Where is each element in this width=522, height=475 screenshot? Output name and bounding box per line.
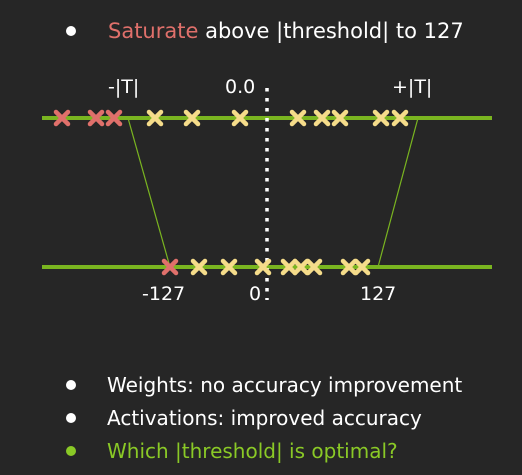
title-row: Saturate above |threshold| to 127 <box>0 16 522 46</box>
bullet-dot <box>66 446 76 456</box>
label-zero-bottom: 0 <box>249 283 262 305</box>
page-title: Saturate above |threshold| to 127 <box>108 16 464 46</box>
title-rest: above |threshold| to 127 <box>198 19 464 43</box>
label-neg-threshold: -|T| <box>108 76 140 98</box>
yellow-x-icon <box>254 258 272 276</box>
yellow-x-icon <box>146 109 164 127</box>
yellow-x-icon <box>220 258 238 276</box>
yellow-x-icon <box>292 258 310 276</box>
bullet-dot <box>66 413 76 423</box>
right-mapping-line <box>377 117 419 268</box>
yellow-x-icon <box>372 109 390 127</box>
red-x-icon <box>105 109 123 127</box>
label-pos-127: 127 <box>360 283 397 305</box>
bullet-dot <box>66 380 76 390</box>
label-neg-127: -127 <box>142 283 186 305</box>
yellow-x-icon <box>331 109 349 127</box>
bullet-text: Weights: no accuracy improvement <box>107 373 463 397</box>
red-x-icon <box>53 109 71 127</box>
bullet-item-activations: Activations: improved accuracy <box>0 403 522 433</box>
yellow-x-icon <box>391 109 409 127</box>
yellow-x-icon <box>231 109 249 127</box>
label-pos-threshold: +|T| <box>392 76 433 98</box>
bullet-item-threshold-question: Which |threshold| is optimal? <box>0 436 522 466</box>
yellow-x-icon <box>289 109 307 127</box>
bullet-item-weights: Weights: no accuracy improvement <box>0 370 522 400</box>
bullet-text: Activations: improved accuracy <box>107 406 422 430</box>
yellow-x-icon <box>313 109 331 127</box>
title-highlight: Saturate <box>108 19 199 43</box>
yellow-x-icon <box>305 258 323 276</box>
bullet-dot <box>66 26 76 36</box>
left-mapping-line <box>127 117 171 268</box>
yellow-x-icon <box>340 258 358 276</box>
red-x-icon <box>161 258 179 276</box>
bullet-text: Which |threshold| is optimal? <box>107 439 398 463</box>
red-x-icon <box>87 109 105 127</box>
markers-group <box>53 109 409 276</box>
yellow-x-icon <box>190 258 208 276</box>
yellow-x-icon <box>183 109 201 127</box>
yellow-x-icon <box>280 258 298 276</box>
yellow-x-icon <box>353 258 371 276</box>
label-zero-top: 0.0 <box>225 76 256 98</box>
